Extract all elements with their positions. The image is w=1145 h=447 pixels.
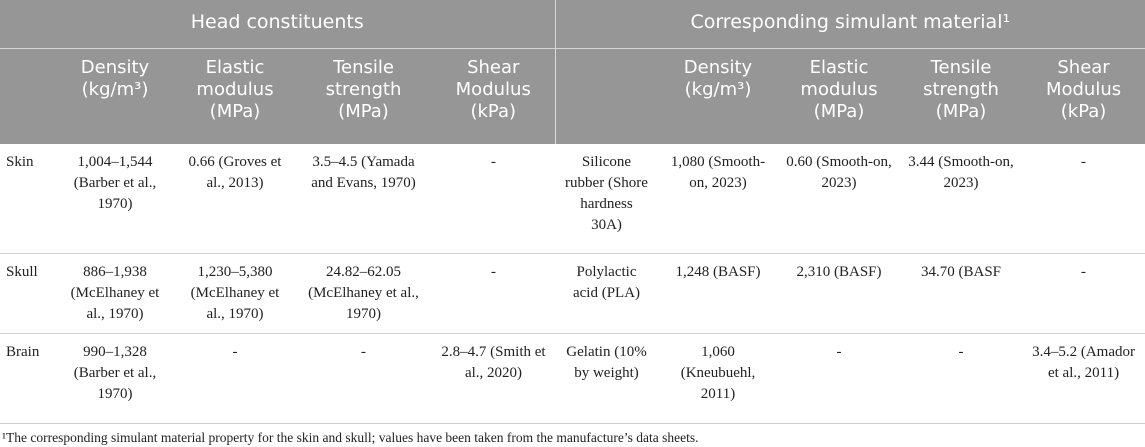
table-cell: 3.5–4.5 (Yamada and Evans, 1970) [295, 143, 432, 254]
table-cell: - [1022, 143, 1145, 254]
table-cell: - [900, 333, 1022, 424]
table-cell: - [778, 333, 900, 424]
column-header: Density (kg/m³) [55, 48, 175, 144]
table-cell: - [432, 143, 555, 254]
column-header: Shear Modulus (kPa) [1022, 48, 1145, 144]
table-cell: - [175, 333, 295, 424]
table-cell: 1,004–1,544 (Barber et al., 1970) [55, 143, 175, 254]
header-row: Density (kg/m³) Elastic modulus (MPa) Tens… [0, 48, 1145, 144]
table-row: Skin 1,004–1,544 (Barber et al., 1970) 0.6… [0, 143, 1145, 254]
table-cell: - [295, 333, 432, 424]
column-header: Density (kg/m³) [658, 48, 778, 144]
column-header: Shear Modulus (kPa) [432, 48, 555, 144]
column-header: Tensile strength (MPa) [295, 48, 432, 144]
column-header: Elastic modulus (MPa) [175, 48, 295, 144]
table-cell: 1,060 (Kneubuehl, 2011) [658, 333, 778, 424]
table-cell: 2,310 (BASF) [778, 253, 900, 334]
table-row: Skull 886–1,938 (McElhaney et al., 1970) 1… [0, 253, 1145, 334]
footnote: ¹The corresponding simulant material pro… [2, 430, 699, 445]
table-cell: 0.66 (Groves et al., 2013) [175, 143, 295, 254]
table-cell: - [432, 253, 555, 334]
table-cell: - [1022, 253, 1145, 334]
table-cell: 3.4–5.2 (Amador et al., 2011) [1022, 333, 1145, 424]
table-cell: 34.70 (BASF [900, 253, 1022, 334]
table-cell: 3.44 (Smooth-on, 2023) [900, 143, 1022, 254]
header-cell [554, 48, 658, 144]
table-cell: 1,230–5,380 (McElhaney et al., 1970) [175, 253, 295, 334]
simulant-name: Polylactic acid (PLA) [555, 253, 658, 334]
group-header: Corresponding simulant material¹ [554, 0, 1145, 49]
data-table: Head constituents Corresponding simulant… [0, 0, 1145, 424]
column-header: Elastic modulus (MPa) [778, 48, 900, 144]
row-label: Skull [0, 253, 55, 334]
table-cell: 2.8–4.7 (Smith et al., 2020) [432, 333, 555, 424]
simulant-name: Silicone rubber (Shore hardness 30A) [555, 143, 658, 254]
table-cell: 24.82–62.05 (McElhaney et al., 1970) [295, 253, 432, 334]
table-cell: 0.60 (Smooth-on, 2023) [778, 143, 900, 254]
table-cell: 886–1,938 (McElhaney et al., 1970) [55, 253, 175, 334]
simulant-name: Gelatin (10% by weight) [555, 333, 658, 424]
table-row: Brain 990–1,328 (Barber et al., 1970) - -2.… [0, 333, 1145, 424]
row-label: Skin [0, 143, 55, 254]
table-body: Skin 1,004–1,544 (Barber et al., 1970) 0.6… [0, 143, 1145, 424]
column-header: Tensile strength (MPa) [900, 48, 1022, 144]
table-cell: 990–1,328 (Barber et al., 1970) [55, 333, 175, 424]
row-label: Brain [0, 333, 55, 424]
header-row: Head constituents Corresponding simulant… [0, 0, 1145, 49]
table-cell: 1,080 (Smooth-on, 2023) [658, 143, 778, 254]
header-cell [0, 48, 55, 144]
group-header: Head constituents [0, 0, 555, 49]
table-cell: 1,248 (BASF) [658, 253, 778, 334]
